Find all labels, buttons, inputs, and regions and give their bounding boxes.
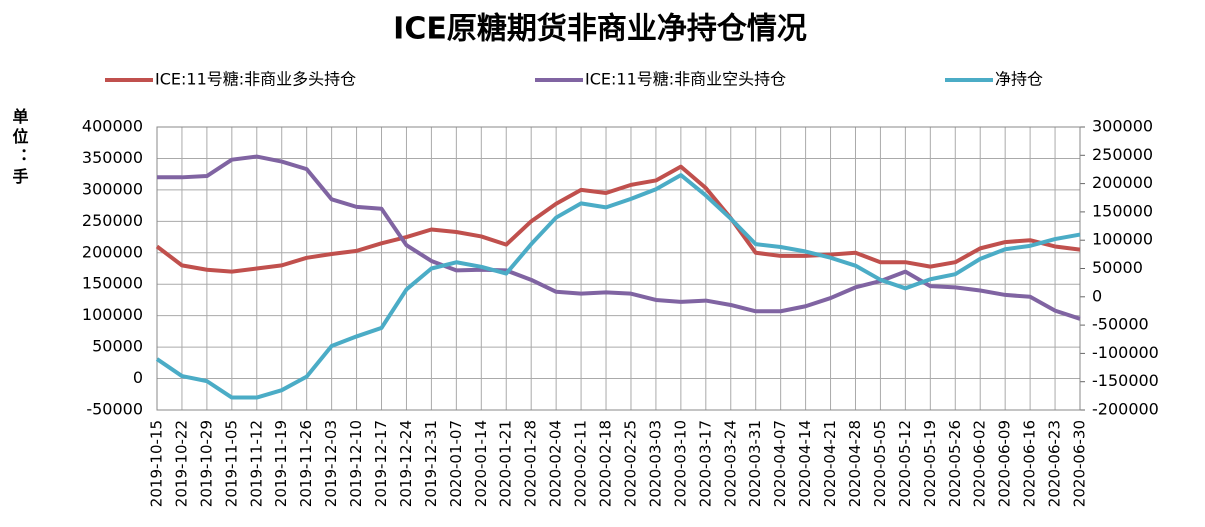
y2-tick-label: 100000 — [1092, 230, 1153, 249]
y-tick-label: 400000 — [82, 117, 143, 136]
series-line — [155, 173, 1081, 400]
y2-tick-label: -150000 — [1092, 371, 1159, 390]
x-tick-label: 2020-03-24 — [721, 420, 739, 507]
x-tick-label: 2020-06-02 — [971, 420, 989, 507]
y-tick-label: 300000 — [82, 179, 143, 198]
x-tick-label: 2020-04-14 — [796, 420, 814, 507]
x-tick-label: 2020-03-17 — [696, 420, 714, 507]
plot-border — [156, 126, 1081, 411]
x-tick-label: 2020-03-31 — [746, 420, 764, 507]
y-tick-label: 350000 — [82, 148, 143, 167]
x-tick-label: 2020-05-19 — [921, 420, 939, 507]
x-tick-label: 2019-11-05 — [222, 420, 240, 507]
x-tick-label: 2019-12-10 — [347, 420, 365, 507]
y2-tick-label: 200000 — [1092, 173, 1153, 192]
y-tick-label: 200000 — [82, 242, 143, 261]
x-tick-label: 2019-10-15 — [148, 420, 166, 507]
legend-label: ICE:11号糖:非商业空头持仓 — [585, 70, 786, 89]
y-tick-label: -50000 — [86, 400, 143, 419]
x-tick-label: 2020-04-21 — [821, 420, 839, 507]
y2-tick-label: -100000 — [1092, 343, 1159, 362]
x-tick-label: 2020-04-28 — [846, 420, 864, 507]
x-tick-label: 2020-03-10 — [671, 420, 689, 507]
x-tick-label: 2020-02-25 — [621, 420, 639, 507]
x-tick-label: 2019-12-17 — [372, 420, 390, 507]
x-tick-label: 2020-06-23 — [1046, 420, 1064, 507]
x-tick-label: 2020-02-04 — [547, 420, 565, 507]
y-axis-label: 单位：手 — [10, 107, 29, 188]
x-tick-label: 2020-01-21 — [497, 420, 515, 507]
y-tick-label: 100000 — [82, 305, 143, 324]
x-tick-label: 2019-11-12 — [247, 420, 265, 507]
x-tick-label: 2020-06-09 — [996, 420, 1014, 507]
y-tick-label: 250000 — [82, 211, 143, 230]
x-tick-label: 2020-05-05 — [871, 420, 889, 507]
x-tick-label: 2019-12-03 — [322, 420, 340, 507]
x-tick-label: 2019-11-19 — [272, 420, 290, 507]
y2-tick-label: 0 — [1092, 286, 1102, 305]
y-tick-label: 150000 — [82, 274, 143, 293]
legend-label: ICE:11号糖:非商业多头持仓 — [155, 70, 356, 89]
y2-tick-label: -200000 — [1092, 400, 1159, 419]
x-tick-label: 2020-01-07 — [447, 420, 465, 507]
x-tick-label: 2019-12-31 — [422, 420, 440, 507]
x-tick-label: 2020-01-28 — [522, 420, 540, 507]
y-tick-label: 0 — [133, 368, 143, 387]
x-tick-label: 2019-10-22 — [172, 420, 190, 507]
y-tick-label: 50000 — [92, 337, 143, 356]
y2-tick-label: 150000 — [1092, 201, 1153, 220]
x-tick-label: 2020-06-30 — [1071, 420, 1089, 507]
y2-tick-label: -50000 — [1092, 315, 1149, 334]
x-tick-label: 2020-02-18 — [597, 420, 615, 507]
x-tick-label: 2020-02-11 — [572, 420, 590, 507]
y2-tick-label: 300000 — [1092, 117, 1153, 136]
legend-label: 净持仓 — [995, 70, 1043, 89]
x-tick-label: 2020-03-03 — [646, 420, 664, 507]
y2-tick-label: 50000 — [1092, 258, 1143, 277]
x-tick-label: 2020-04-07 — [771, 420, 789, 507]
x-tick-label: 2019-11-26 — [297, 420, 315, 507]
x-tick-label: 2019-12-24 — [397, 420, 415, 507]
y2-tick-label: 250000 — [1092, 145, 1153, 164]
series-line — [155, 164, 1081, 274]
x-tick-label: 2019-10-29 — [197, 420, 215, 507]
x-tick-label: 2020-01-14 — [472, 420, 490, 507]
chart-title: ICE原糖期货非商业净持仓情况 — [393, 12, 807, 47]
x-tick-label: 2020-05-12 — [896, 420, 914, 507]
series-line — [157, 154, 1081, 321]
x-tick-label: 2020-05-26 — [946, 420, 964, 507]
x-tick-label: 2020-06-16 — [1021, 420, 1039, 507]
